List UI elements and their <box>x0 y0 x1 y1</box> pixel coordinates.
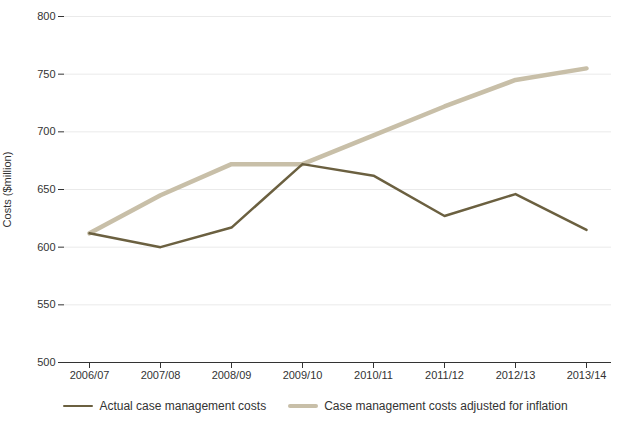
svg-text:2009/10: 2009/10 <box>283 369 323 381</box>
svg-text:700: 700 <box>37 125 55 137</box>
svg-text:800: 800 <box>37 10 55 22</box>
svg-text:2008/09: 2008/09 <box>212 369 252 381</box>
svg-text:500: 500 <box>37 356 55 368</box>
svg-text:750: 750 <box>37 68 55 80</box>
svg-text:2010/11: 2010/11 <box>354 369 393 381</box>
svg-text:2011/12: 2011/12 <box>425 369 464 381</box>
svg-text:2013/14: 2013/14 <box>567 369 607 381</box>
svg-text:2006/07: 2006/07 <box>70 369 110 381</box>
svg-text:Costs ($million): Costs ($million) <box>1 152 13 228</box>
svg-text:550: 550 <box>37 298 55 310</box>
html-text:Actual case management costs: Actual case management costs <box>99 399 267 413</box>
svg-text:2012/13: 2012/13 <box>496 369 536 381</box>
svg-text:650: 650 <box>37 183 55 195</box>
svg-text:2007/08: 2007/08 <box>141 369 181 381</box>
html-text:Case management costs adjusted: Case management costs adjusted for infla… <box>324 399 568 413</box>
svg-text:600: 600 <box>37 241 55 253</box>
